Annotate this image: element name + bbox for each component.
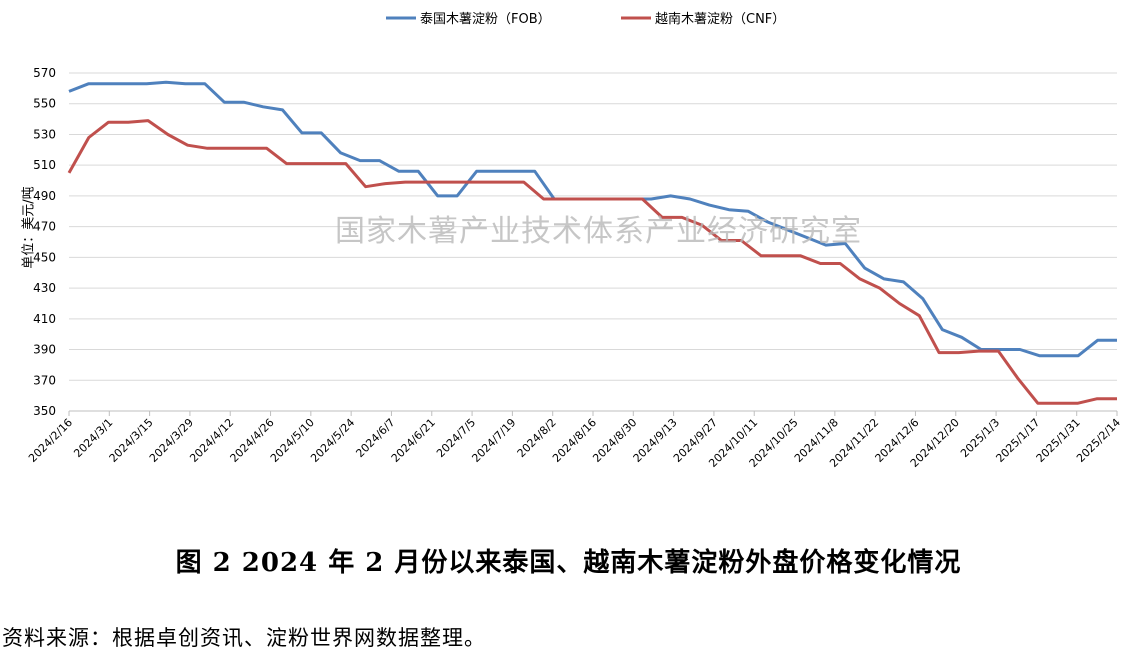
y-axis-ticks: 350 370 390 410 430 450 470 490 510 530 550 570 bbox=[33, 66, 56, 418]
y-tick-label: 390 bbox=[33, 343, 56, 357]
x-tick-label: 2024/6/21 bbox=[389, 416, 438, 465]
y-tick-label: 530 bbox=[33, 127, 56, 141]
y-tick-label: 570 bbox=[33, 66, 56, 80]
y-tick-label: 410 bbox=[33, 312, 56, 326]
y-tick-label: 430 bbox=[33, 281, 56, 295]
series-line-2 bbox=[67, 119, 1117, 405]
x-tick-label: 2024/2/16 bbox=[26, 416, 75, 465]
x-tick-label: 2025/2/14 bbox=[1074, 416, 1123, 465]
legend-label: 越南木薯淀粉（CNF） bbox=[655, 11, 785, 27]
legend-label: 泰国木薯淀粉（FOB） bbox=[420, 12, 551, 27]
x-tick-label: 2024/7/19 bbox=[469, 416, 518, 465]
gridlines bbox=[69, 72, 1117, 381]
watermark-text: 国家木薯产业技术体系产业经济研究室 bbox=[335, 214, 862, 249]
y-axis-label: 单位：美元/吨 bbox=[21, 186, 37, 269]
y-tick-label: 470 bbox=[33, 220, 56, 234]
y-tick-label: 370 bbox=[33, 373, 56, 387]
data-source-note: 资料来源：根据卓创资讯、淀粉世界网数据整理。 bbox=[2, 626, 486, 650]
y-tick-label: 490 bbox=[33, 189, 56, 203]
line-chart: 350 370 390 410 430 450 470 490 510 530 550 570 202… bbox=[26, 11, 1123, 470]
x-tick-label: 2024/5/24 bbox=[308, 416, 357, 465]
legend: 泰国木薯淀粉（FOB） 越南木薯淀粉（CNF） bbox=[386, 11, 785, 27]
y-tick-label: 350 bbox=[33, 404, 56, 418]
x-axis: 2024/2/162024/3/12024/3/152024/3/292024/… bbox=[26, 410, 1123, 470]
y-tick-label: 510 bbox=[33, 158, 56, 172]
figure-caption: 图 2 2024 年 2 月份以来泰国、越南木薯淀粉外盘价格变化情况 bbox=[175, 548, 962, 578]
y-tick-label: 550 bbox=[33, 97, 56, 111]
series-lines bbox=[67, 80, 1117, 405]
y-tick-label: 450 bbox=[33, 250, 56, 264]
